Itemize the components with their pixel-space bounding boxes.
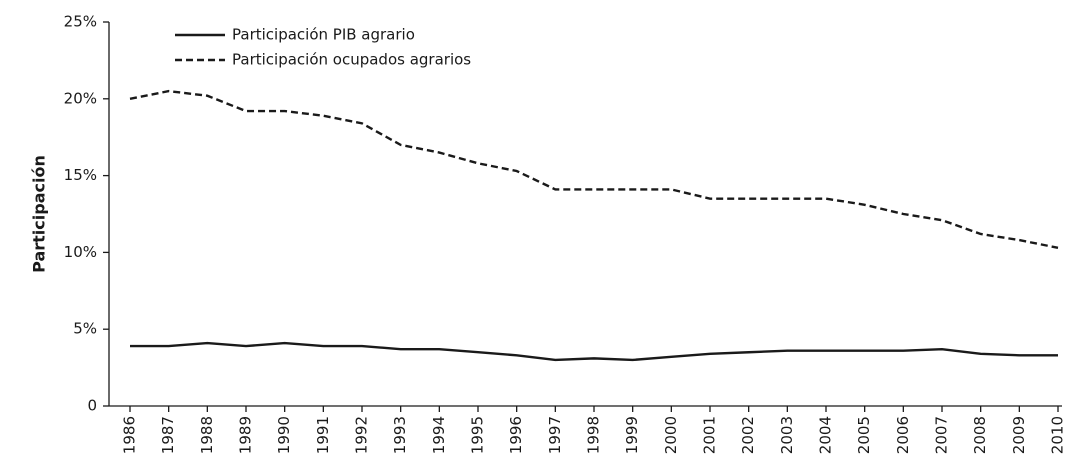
y-tick-label: 25% (64, 13, 97, 31)
x-tick-label: 1998 (585, 416, 603, 454)
legend-label: Participación PIB agrario (232, 26, 415, 44)
x-tick-label: 2009 (1010, 416, 1028, 454)
x-tick-label: 2002 (739, 416, 757, 454)
x-tick-label: 1989 (237, 416, 255, 454)
legend-label: Participación ocupados agrarios (232, 51, 471, 69)
x-tick-label: 1997 (546, 416, 564, 454)
x-tick-label: 1986 (121, 416, 139, 454)
x-tick-label: 2005 (855, 416, 873, 454)
x-tick-label: 1999 (623, 416, 641, 454)
y-tick-label: 0 (87, 397, 97, 415)
x-tick-label: 1991 (314, 416, 332, 454)
x-tick-label: 2010 (1049, 416, 1067, 454)
x-tick-label: 2007 (933, 416, 951, 454)
x-tick-label: 2003 (778, 416, 796, 454)
y-tick-label: 20% (64, 89, 97, 107)
x-tick-label: 2008 (971, 416, 989, 454)
x-tick-label: 1995 (469, 416, 487, 454)
x-tick-label: 1996 (507, 416, 525, 454)
x-tick-label: 1992 (353, 416, 371, 454)
x-tick-label: 1988 (198, 416, 216, 454)
x-tick-label: 2000 (662, 416, 680, 454)
x-tick-label: 2006 (894, 416, 912, 454)
series-line (129, 89, 1059, 249)
x-tick-label: 2001 (701, 416, 719, 454)
y-tick-label: 5% (73, 320, 97, 338)
x-tick-label: 1994 (430, 416, 448, 454)
y-tick-label: 10% (64, 243, 97, 261)
x-tick-label: 1993 (391, 416, 409, 454)
y-axis-title: Participación (30, 155, 49, 273)
x-tick-label: 1987 (159, 416, 177, 454)
y-tick-label: 15% (64, 166, 97, 184)
x-tick-label: 2004 (817, 416, 835, 454)
series-line (130, 341, 1058, 362)
x-tick-label: 1990 (275, 416, 293, 454)
